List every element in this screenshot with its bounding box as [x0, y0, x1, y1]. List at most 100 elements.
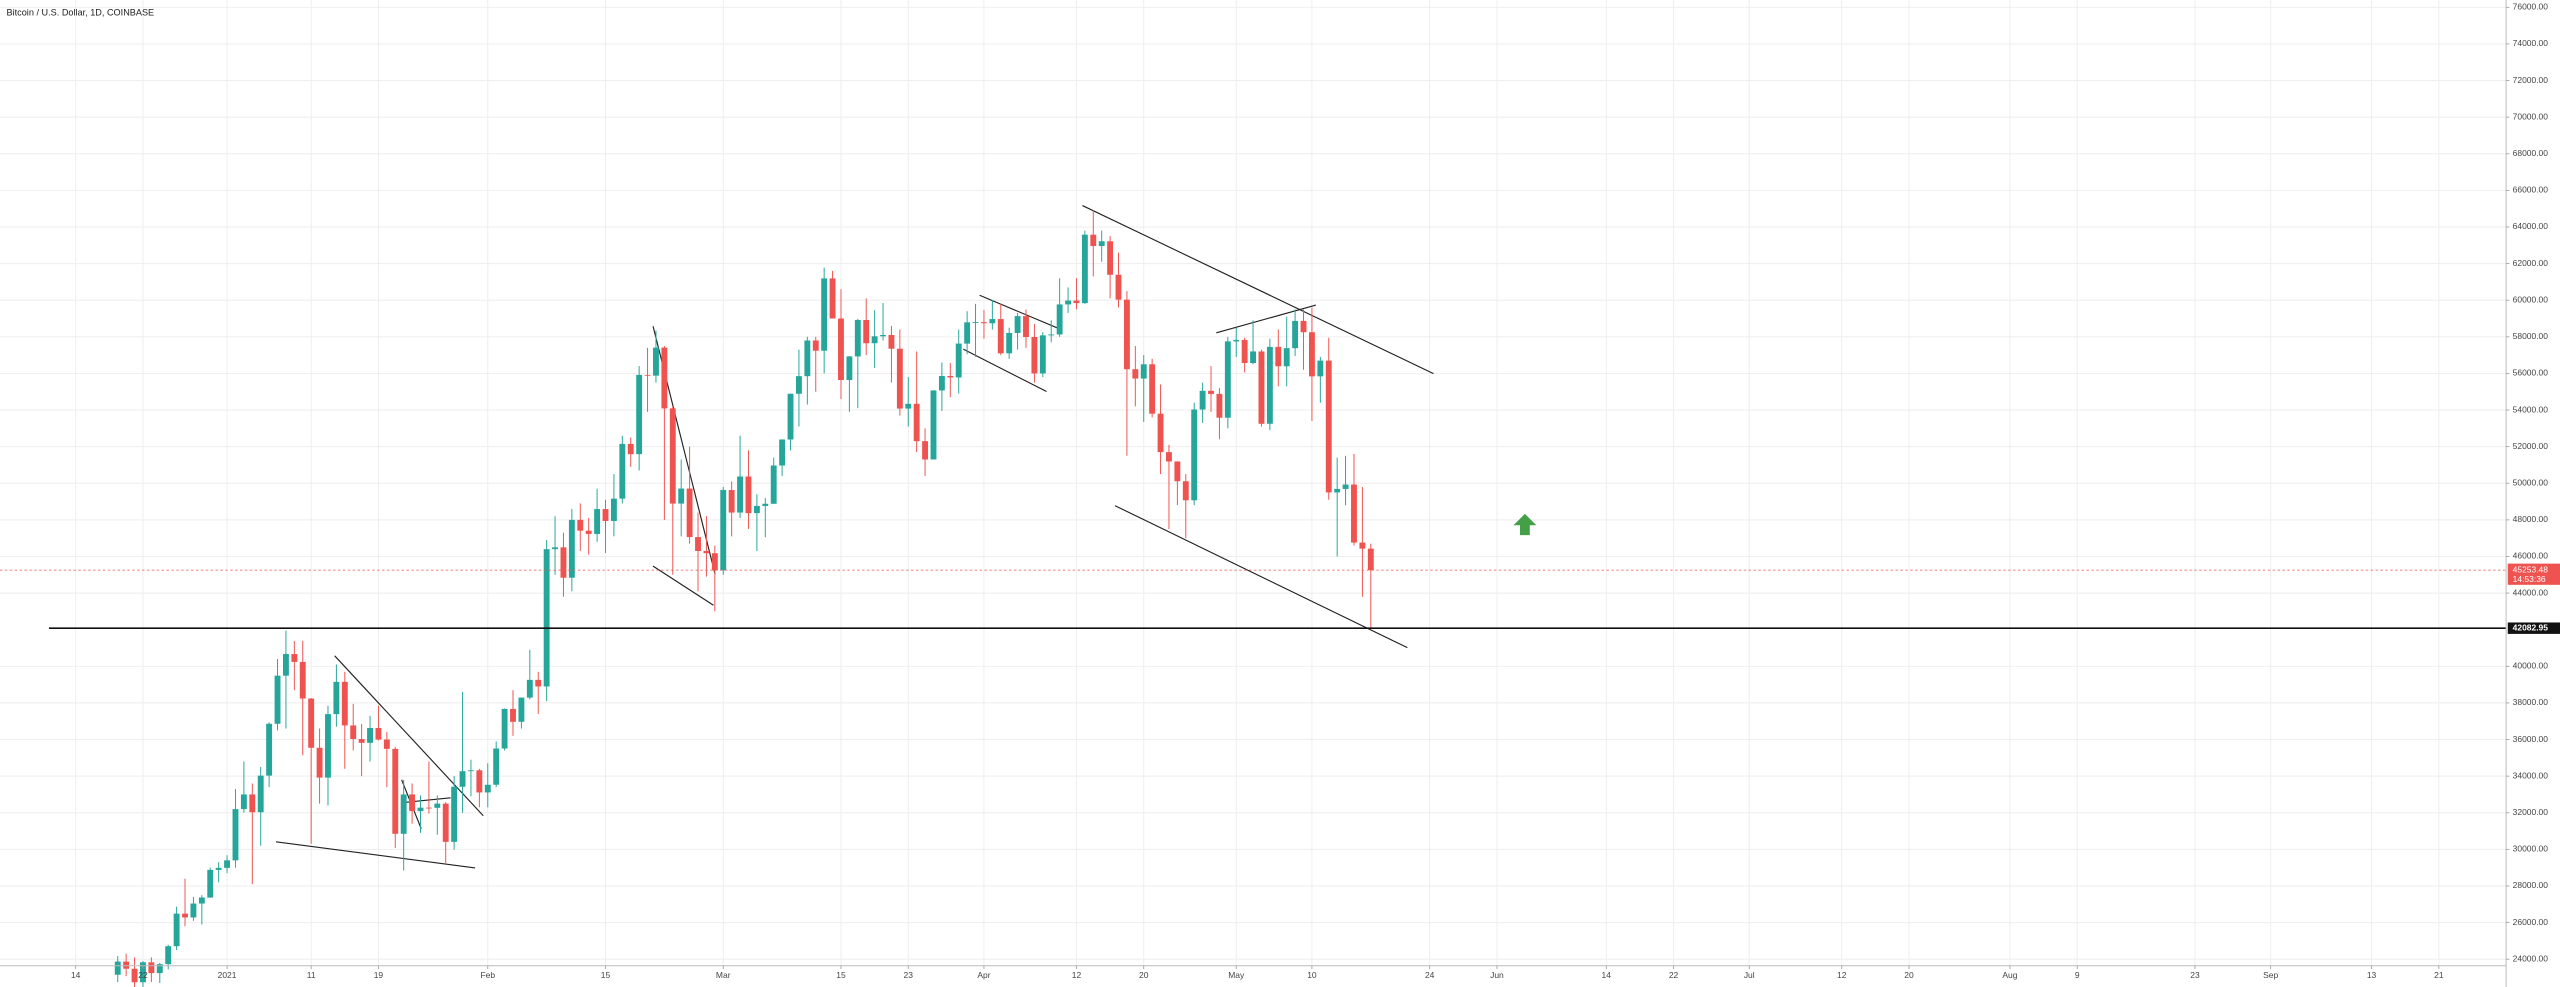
y-tick-label: 62000.00: [2513, 258, 2549, 268]
candle-body: [425, 807, 432, 809]
candle-body: [610, 498, 617, 521]
candle-body: [619, 443, 626, 499]
level-label: 42082.95: [2513, 622, 2549, 632]
candle-body: [1300, 320, 1307, 333]
y-tick-label: 58000.00: [2513, 331, 2549, 341]
y-tick-label: 76000.00: [2513, 2, 2549, 12]
candle-body: [997, 319, 1004, 354]
candle-body: [131, 968, 138, 983]
candle-body: [1308, 332, 1315, 377]
y-tick-label: 50000.00: [2513, 477, 2549, 487]
candle-body: [341, 681, 348, 726]
candle-body: [821, 278, 828, 351]
candle-body: [173, 913, 180, 947]
drawings: [275, 205, 1537, 869]
candle-body: [266, 723, 273, 776]
candle-body: [728, 490, 735, 513]
candle-body: [880, 334, 886, 337]
candle-body: [636, 374, 643, 455]
candle-body: [543, 549, 550, 687]
candle-body: [695, 537, 701, 551]
y-tick-label: 74000.00: [2513, 38, 2549, 48]
candle-body: [661, 347, 668, 409]
candle-body: [1014, 316, 1021, 333]
candle-body: [1056, 304, 1063, 335]
candle-body: [442, 803, 449, 842]
x-tick-label: 14: [1602, 970, 1612, 980]
y-tick-label: 34000.00: [2513, 770, 2549, 780]
x-tick-label: Sep: [2263, 970, 2278, 980]
candle-body: [459, 771, 466, 787]
candle-body: [644, 374, 651, 376]
candle-body: [1191, 409, 1198, 501]
x-tick-label: 19: [374, 970, 384, 980]
y-tick-label: 40000.00: [2513, 661, 2549, 671]
candle-body: [627, 443, 634, 455]
up-arrow: [1513, 513, 1537, 536]
candle-body: [1090, 234, 1097, 247]
candle-body: [114, 961, 121, 975]
y-tick-label: 60000.00: [2513, 294, 2549, 304]
candle-body: [451, 786, 458, 842]
candle-body: [1107, 241, 1114, 275]
x-tick-label: 21: [2434, 970, 2444, 980]
x-tick-label: 22: [138, 970, 148, 980]
candle-body: [1073, 300, 1080, 304]
x-tick-label: 22: [1669, 970, 1679, 980]
candle-body: [1266, 346, 1273, 424]
candle-body: [804, 340, 811, 377]
y-tick-label: 36000.00: [2513, 734, 2549, 744]
candle-body: [1006, 332, 1013, 354]
candle-body: [215, 867, 222, 870]
candle-body: [955, 343, 962, 378]
trend-line: [963, 348, 1047, 393]
candle-body: [1031, 337, 1038, 374]
price-label-box: [2507, 563, 2560, 585]
candle-body: [501, 708, 508, 749]
y-tick-label: 64000.00: [2513, 221, 2549, 231]
candle-body: [930, 390, 937, 460]
candle-body: [947, 375, 954, 378]
x-tick-label: Aug: [2002, 970, 2017, 980]
candle-body: [1224, 341, 1231, 418]
candle-body: [585, 530, 592, 534]
candle-body: [1157, 413, 1164, 453]
x-tick-label: 13: [2367, 970, 2377, 980]
candle-body: [535, 679, 542, 687]
candle-body: [913, 403, 920, 442]
candle-body: [1216, 393, 1223, 418]
y-tick-label: 44000.00: [2513, 587, 2549, 597]
candle-body: [400, 794, 407, 834]
candle-body: [829, 278, 836, 319]
candle-body: [1081, 234, 1088, 304]
x-tick-label: 23: [904, 970, 914, 980]
candle-body: [888, 334, 895, 349]
candle-body: [1132, 369, 1139, 379]
candle-body: [1317, 360, 1324, 377]
x-tick-label: 15: [601, 970, 611, 980]
candle-body: [653, 347, 659, 376]
y-tick-label: 70000.00: [2513, 111, 2549, 121]
candle-body: [964, 322, 971, 344]
candle-body: [863, 319, 870, 344]
x-tick-label: 23: [2190, 970, 2200, 980]
candle-body: [257, 775, 264, 813]
y-tick-label: 68000.00: [2513, 148, 2549, 158]
candle-body: [274, 675, 281, 724]
candle-body: [981, 322, 987, 324]
candle-body: [812, 340, 819, 351]
candle-body: [148, 962, 155, 974]
candle-body: [745, 476, 752, 514]
candle-body: [333, 681, 340, 715]
candle-body: [1283, 348, 1290, 367]
x-tick-label: 15: [836, 970, 846, 980]
candle-body: [375, 728, 382, 740]
candle-body: [594, 509, 601, 534]
x-tick-label: 11: [307, 970, 316, 980]
candle-body: [299, 661, 306, 699]
candle-body: [737, 476, 744, 513]
y-tick-label: 26000.00: [2513, 917, 2549, 927]
y-tick-label: 30000.00: [2513, 844, 2549, 854]
y-tick-label: 28000.00: [2513, 880, 2549, 890]
